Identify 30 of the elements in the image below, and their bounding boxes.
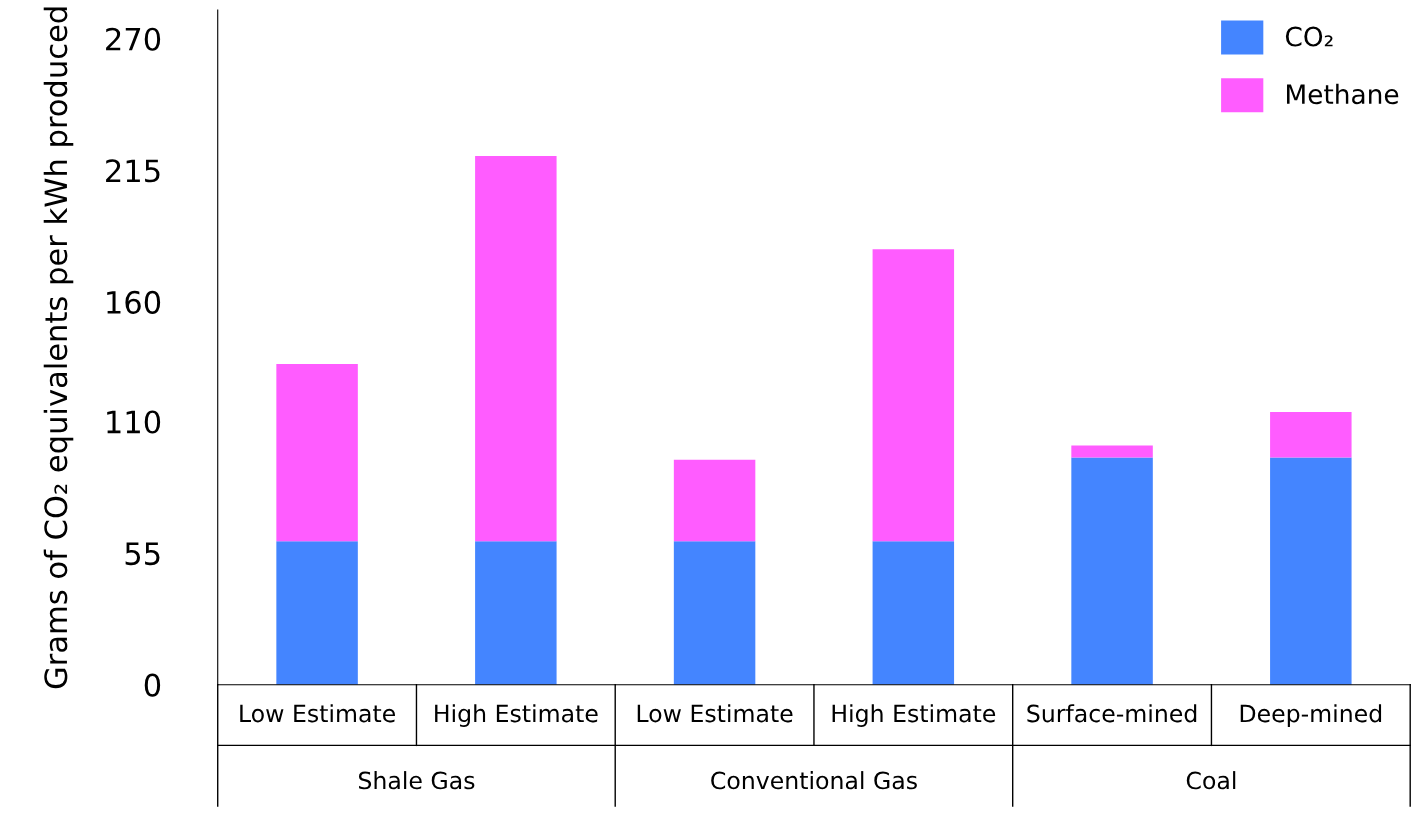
bar — [673, 459, 756, 542]
bar — [276, 541, 358, 685]
y-tick-label: 215 — [106, 159, 160, 183]
x-tick-label: Deep-mined — [1240, 704, 1382, 727]
bar — [1071, 445, 1153, 458]
bar — [673, 541, 756, 685]
x-tick-label: Low Estimate — [637, 704, 793, 723]
y-tick-label: 55 — [125, 542, 160, 566]
bar — [872, 541, 955, 685]
x-tick-label: High Estimate — [832, 704, 996, 727]
bar — [872, 249, 955, 542]
bar — [475, 155, 557, 542]
x-tick-label: High Estimate — [435, 704, 598, 727]
bar — [1270, 457, 1352, 685]
bar — [276, 364, 358, 542]
y-tick-label: 270 — [106, 27, 161, 51]
bar — [1270, 411, 1352, 458]
y-tick-label: 110 — [107, 410, 161, 434]
legend-label: CO₂ — [1285, 26, 1333, 47]
text: Shale Gas — [358, 771, 475, 790]
bar — [1071, 457, 1153, 685]
x-tick-label: Surface-mined — [1027, 704, 1197, 723]
y-tick-label: 0 — [144, 673, 161, 697]
legend-label: Methane — [1287, 83, 1399, 105]
y-axis-title: Grams of CO₂ equivalents per kWh produced — [43, 7, 74, 689]
text: Coal — [1186, 771, 1236, 790]
bar — [475, 541, 557, 685]
text: Conventional Gas — [711, 771, 917, 790]
y-tick-label: 160 — [107, 290, 161, 314]
x-tick-label: Low Estimate — [240, 704, 395, 723]
